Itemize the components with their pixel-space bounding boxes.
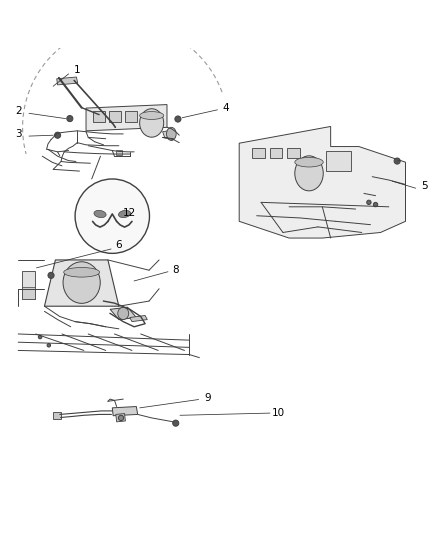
- Text: 12: 12: [123, 208, 136, 217]
- Ellipse shape: [294, 157, 322, 167]
- Polygon shape: [130, 316, 147, 321]
- Ellipse shape: [94, 211, 106, 217]
- Circle shape: [75, 179, 149, 253]
- Bar: [269, 148, 282, 158]
- Text: 3: 3: [15, 130, 21, 139]
- Bar: [21, 287, 35, 299]
- Ellipse shape: [64, 268, 99, 277]
- Ellipse shape: [63, 262, 100, 303]
- Polygon shape: [116, 414, 125, 422]
- Text: 9: 9: [204, 393, 210, 403]
- Bar: [53, 412, 61, 419]
- Circle shape: [47, 344, 50, 347]
- Bar: [116, 150, 122, 155]
- Polygon shape: [162, 130, 175, 138]
- Text: 10: 10: [272, 408, 285, 418]
- Text: 4: 4: [222, 103, 229, 113]
- Text: 5: 5: [420, 181, 427, 191]
- Polygon shape: [112, 407, 138, 416]
- Circle shape: [118, 415, 124, 421]
- Ellipse shape: [117, 308, 128, 320]
- Circle shape: [67, 116, 73, 122]
- Circle shape: [372, 203, 377, 207]
- Bar: [325, 151, 350, 171]
- Text: 1: 1: [74, 64, 81, 75]
- Bar: [21, 271, 35, 299]
- Circle shape: [172, 420, 178, 426]
- Polygon shape: [86, 104, 166, 131]
- Polygon shape: [110, 307, 136, 320]
- Circle shape: [38, 335, 42, 339]
- Polygon shape: [57, 77, 78, 85]
- Text: 2: 2: [15, 106, 21, 116]
- Ellipse shape: [294, 156, 322, 191]
- Circle shape: [366, 200, 370, 205]
- Ellipse shape: [166, 127, 176, 141]
- Bar: [124, 111, 137, 122]
- Circle shape: [48, 272, 54, 278]
- Polygon shape: [44, 260, 119, 306]
- Ellipse shape: [139, 109, 163, 137]
- Bar: [252, 148, 264, 158]
- Circle shape: [393, 158, 399, 164]
- Bar: [287, 148, 299, 158]
- Bar: [109, 111, 121, 122]
- Text: 8: 8: [172, 264, 179, 274]
- Ellipse shape: [118, 211, 130, 217]
- Bar: [92, 111, 105, 122]
- Circle shape: [54, 132, 60, 138]
- Circle shape: [174, 116, 180, 122]
- Text: 6: 6: [115, 240, 122, 249]
- Polygon shape: [239, 126, 405, 238]
- Ellipse shape: [139, 111, 163, 119]
